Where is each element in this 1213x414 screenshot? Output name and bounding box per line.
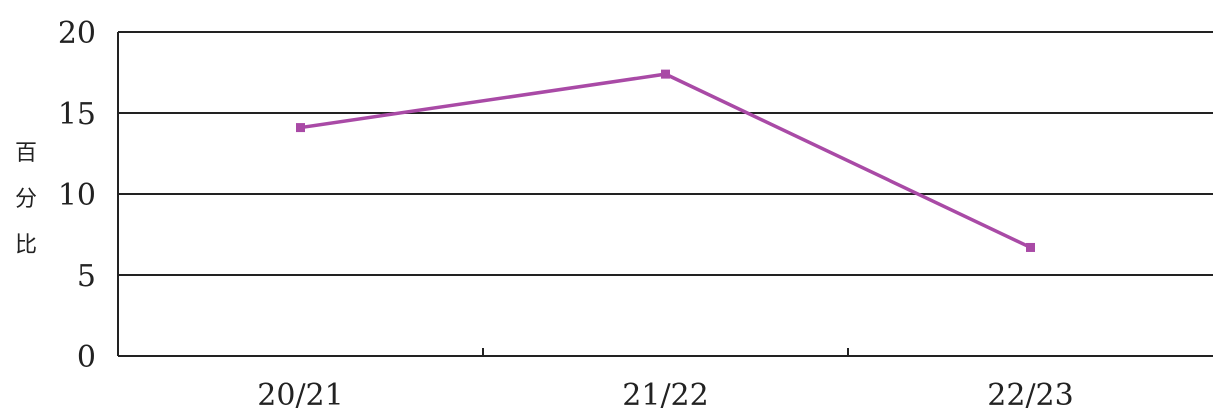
x-tick-marks — [482, 348, 849, 356]
y-tick-label: 15 — [58, 97, 96, 132]
axes — [117, 32, 1213, 357]
x-tick-label: 20/21 — [257, 378, 343, 413]
x-tick-labels: 20/21 21/22 22/23 — [257, 378, 1073, 413]
series-line — [300, 72, 1032, 250]
x-tick-label: 21/22 — [622, 378, 708, 413]
y-axis-label-char: 比 — [15, 233, 37, 258]
y-axis-label-char: 百 — [15, 141, 37, 166]
series — [296, 69, 1035, 252]
y-axis-label: 百 分 比 — [15, 141, 37, 258]
y-tick-label: 0 — [77, 340, 96, 375]
data-point — [296, 123, 305, 133]
y-tick-label: 20 — [58, 16, 96, 51]
data-point — [1026, 242, 1035, 252]
y-tick-label: 10 — [58, 178, 96, 213]
data-point — [661, 69, 670, 79]
grid-lines — [118, 31, 1213, 276]
y-axis-label-char: 分 — [15, 187, 37, 212]
x-tick-label: 22/23 — [987, 378, 1073, 413]
y-tick-labels: 0 5 10 15 20 — [58, 16, 96, 375]
y-tick-label: 5 — [77, 259, 96, 294]
